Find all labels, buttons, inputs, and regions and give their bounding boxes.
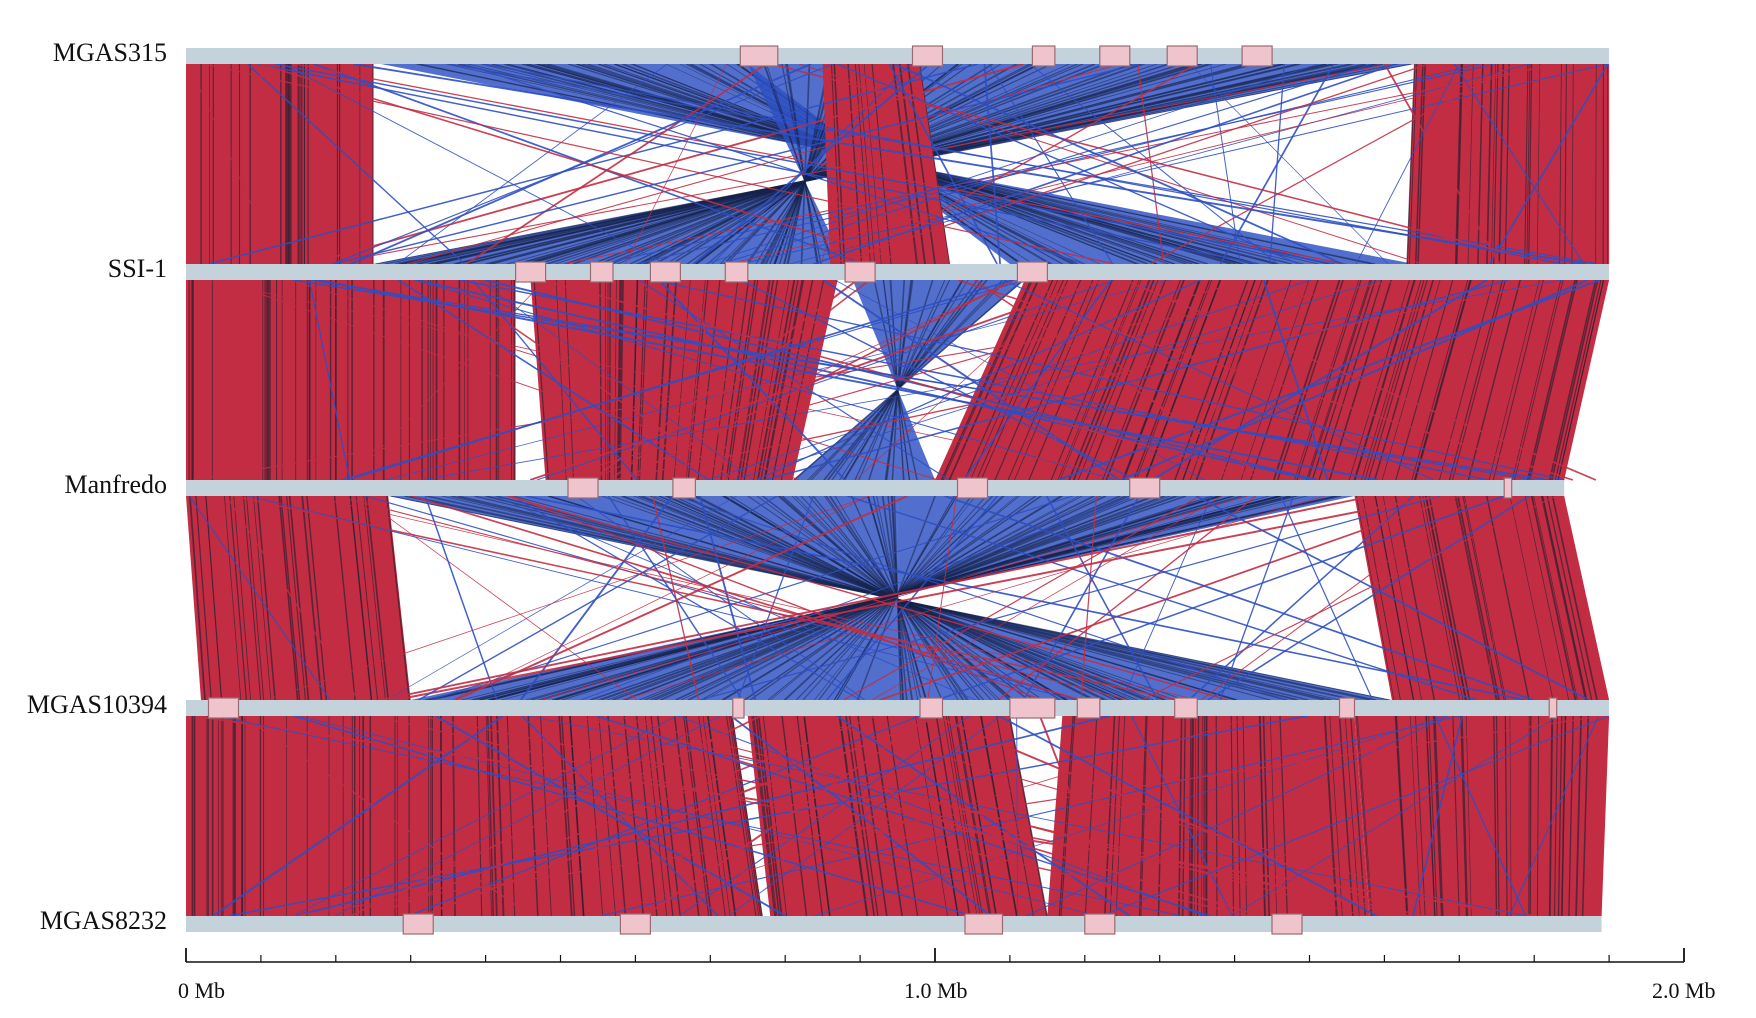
genome-backbone <box>186 480 1564 496</box>
genome-mgas8232 <box>186 914 1602 934</box>
match-striation <box>1529 716 1530 916</box>
mobile-element-box <box>209 698 239 718</box>
genome-backbone <box>186 48 1609 64</box>
genome-label-mgas315: MGAS315 <box>2 38 167 68</box>
axis-label-0: 0 Mb <box>178 978 225 1004</box>
genome-label-mgas8232: MGAS8232 <box>2 906 167 936</box>
mobile-element-box <box>1549 698 1557 718</box>
mobile-element-box <box>1017 262 1047 282</box>
genome-backbone <box>186 264 1609 280</box>
direct-match-block <box>433 716 763 916</box>
mobile-element-box <box>1340 698 1355 718</box>
mobile-element-box <box>1242 46 1272 66</box>
mobile-element-box <box>516 262 546 282</box>
mobile-element-box <box>403 914 433 934</box>
links-mgas10394 <box>186 716 1609 916</box>
genome-mgas315 <box>186 46 1609 66</box>
genome-backbone <box>186 916 1602 932</box>
inverted-cross-link <box>1281 496 1373 700</box>
mobile-element-box <box>1085 914 1115 934</box>
mobile-element-box <box>1272 914 1302 934</box>
mobile-element-box <box>1010 698 1055 718</box>
mobile-element-box <box>1100 46 1130 66</box>
genome-backbone <box>186 700 1609 716</box>
match-striation <box>1530 716 1531 916</box>
match-striation <box>441 716 442 916</box>
mobile-element-box <box>1077 698 1100 718</box>
mobile-element-box <box>568 478 598 498</box>
mobile-element-box <box>920 698 943 718</box>
genome-ssi-1 <box>186 262 1609 282</box>
mobile-element-box <box>958 478 988 498</box>
mobile-element-box <box>591 262 614 282</box>
mobile-element-box <box>1504 478 1512 498</box>
genome-label-ssi-1: SSI-1 <box>2 254 167 284</box>
mobile-element-box <box>620 914 650 934</box>
mobile-element-box <box>1130 478 1160 498</box>
mobile-element-box <box>1175 698 1198 718</box>
mobile-element-box <box>1032 46 1055 66</box>
mobile-element-box <box>673 478 696 498</box>
links-mgas315 <box>186 64 1609 264</box>
direct-match-block <box>935 280 1609 480</box>
genome-label-manfredo: Manfredo <box>2 470 167 500</box>
mobile-element-box <box>965 914 1003 934</box>
genome-manfredo <box>186 478 1564 498</box>
links-ssi-1 <box>186 280 1609 480</box>
direct-match-block <box>186 280 516 480</box>
mobile-element-box <box>913 46 943 66</box>
match-striation <box>1596 64 1597 264</box>
genome-mgas10394 <box>186 698 1609 718</box>
axis-label-2: 2.0 Mb <box>1652 978 1716 1004</box>
scale-axis <box>186 948 1684 962</box>
genome-label-mgas10394: MGAS10394 <box>2 690 167 720</box>
mobile-element-box <box>650 262 680 282</box>
mobile-element-box <box>740 46 778 66</box>
mobile-element-box <box>845 262 875 282</box>
mobile-element-box <box>1167 46 1197 66</box>
mobile-element-box <box>725 262 748 282</box>
links-manfredo <box>186 496 1609 700</box>
axis-label-1: 1.0 Mb <box>904 978 968 1004</box>
inverted-cross-link <box>425 496 497 700</box>
mobile-element-box <box>733 698 744 718</box>
